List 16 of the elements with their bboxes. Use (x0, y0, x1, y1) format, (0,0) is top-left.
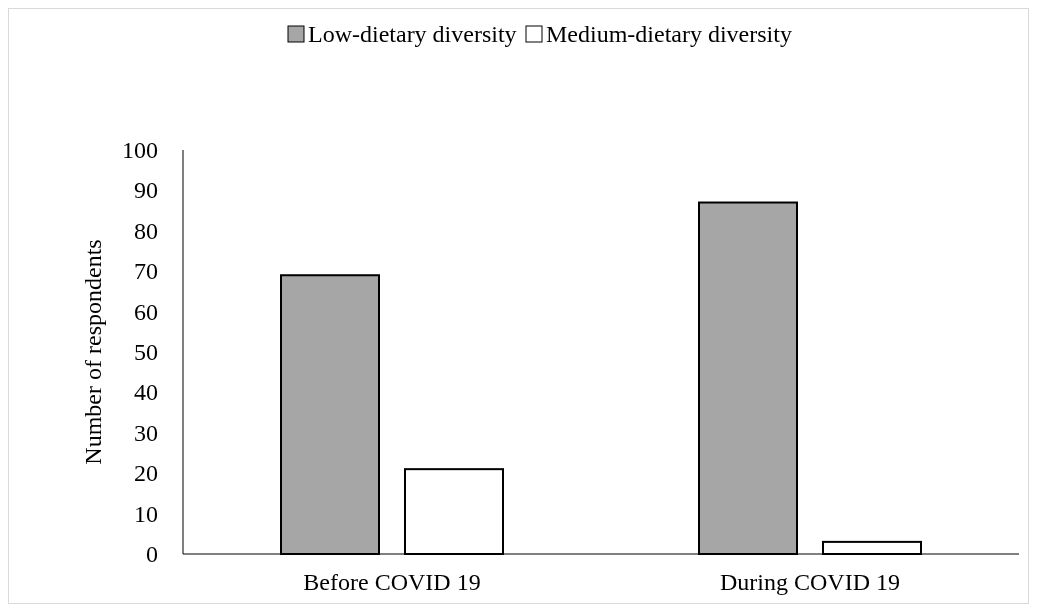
legend-label: Medium-dietary diversity (546, 21, 792, 47)
x-tick-label: Before COVID 19 (303, 569, 481, 595)
y-tick-label: 30 (134, 419, 158, 446)
y-tick-label: 60 (134, 298, 158, 325)
y-tick-label: 70 (134, 258, 158, 285)
y-axis-title: Number of respondents (80, 239, 106, 465)
y-tick-label: 0 (146, 541, 158, 567)
y-tick-label: 100 (122, 137, 158, 163)
y-tick-label: 10 (134, 500, 158, 527)
y-tick-label: 40 (134, 379, 158, 406)
y-tick-label: 90 (134, 177, 158, 204)
y-tick-label: 50 (134, 339, 158, 365)
x-tick-label: During COVID 19 (720, 569, 900, 595)
legend-label: Low-dietary diversity (308, 21, 517, 47)
y-tick-label: 80 (134, 217, 158, 244)
y-tick-label: 20 (134, 460, 158, 487)
